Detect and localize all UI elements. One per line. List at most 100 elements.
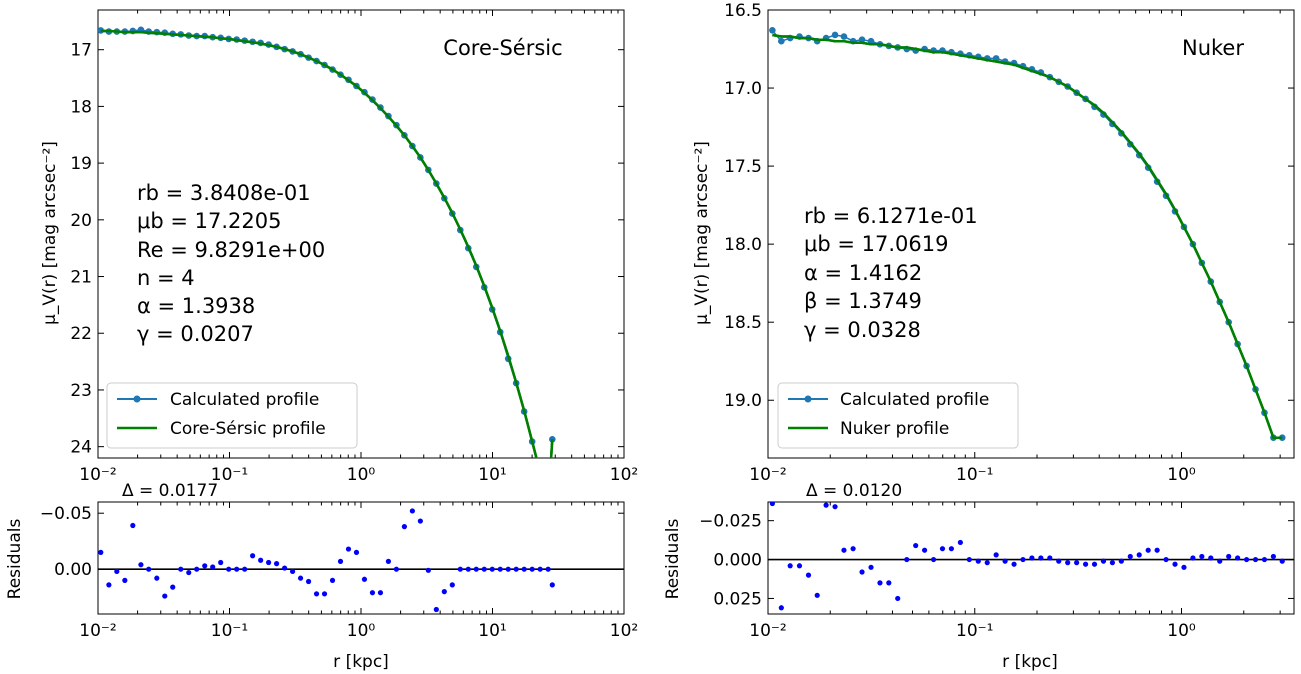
residual-point	[1136, 552, 1142, 558]
residual-point	[913, 542, 919, 549]
x-tick-label: 10⁰	[1167, 465, 1196, 485]
residual-point	[957, 539, 963, 546]
residual-point	[297, 575, 304, 581]
y-tick-label: 18.5	[724, 313, 762, 333]
residual-point	[868, 564, 874, 570]
residual-point	[258, 557, 264, 563]
residual-point	[814, 592, 820, 598]
y-axis-label: μ_V(r) [mag arcsec⁻²]	[692, 141, 712, 325]
x-tick-label: 10⁰	[347, 621, 376, 641]
residual-point	[939, 546, 946, 552]
residual-point	[273, 561, 280, 567]
legend-label-fit: Core-Sérsic profile	[170, 419, 326, 439]
residual-point	[1172, 561, 1178, 567]
residual-point	[1020, 556, 1026, 563]
residual-point	[1181, 564, 1187, 570]
x-tick-label: 10⁻²	[749, 465, 786, 485]
residual-point	[1002, 558, 1008, 564]
residual-point	[1056, 558, 1062, 564]
residual-point	[930, 556, 937, 563]
residual-point	[202, 563, 208, 569]
y-tick-label: 20	[70, 211, 92, 231]
calculated-profile-point	[769, 26, 776, 34]
residual-point	[289, 568, 296, 575]
y-tick-label: 18.0	[724, 235, 762, 255]
residual-point	[393, 566, 400, 572]
residual-point	[545, 566, 551, 572]
residual-point	[948, 546, 955, 552]
residual-point	[1235, 555, 1241, 561]
annotation-n: n = 4	[137, 266, 195, 290]
nuker-main-panel: Nuker μ_V(r) [mag arcsec⁻²] rb = 6.1271e…	[692, 1, 1295, 485]
residual-point	[305, 578, 312, 585]
residual-point	[975, 558, 981, 564]
legend-label-calc: Calculated profile	[170, 390, 319, 410]
legend-label-fit: Nuker profile	[840, 419, 949, 439]
legend: Calculated profile Core-Sérsic profile	[106, 382, 358, 449]
residual-point	[537, 566, 543, 572]
residual-point	[859, 569, 865, 575]
residual-point	[265, 559, 272, 566]
panel-title: Nuker	[1182, 36, 1244, 60]
residual-point	[497, 566, 503, 572]
residual-point	[1208, 555, 1214, 561]
y-tick-label: 23	[70, 381, 92, 401]
residual-point	[1047, 555, 1053, 561]
residual-point	[505, 566, 511, 572]
legend: Calculated profile Nuker profile	[777, 382, 1019, 449]
x-tick-label: 10⁻²	[79, 465, 116, 485]
y-axis-label: μ_V(r) [mag arcsec⁻²]	[40, 141, 60, 325]
residual-point	[130, 522, 136, 529]
annotation-block: rb = 6.1271e-01 μb = 17.0619 α = 1.4162 …	[804, 204, 978, 342]
residual-point	[513, 566, 519, 572]
residual-point	[549, 582, 555, 588]
residual-point	[473, 566, 479, 572]
annotation-rb: rb = 6.1271e-01	[804, 204, 978, 228]
residual-delta: Δ = 0.0177	[122, 481, 218, 501]
x-tick-label: 10⁻²	[79, 621, 116, 641]
y-tick-label: 19	[70, 154, 92, 174]
legend-marker-calc	[804, 395, 812, 403]
y-tick-label: 18	[70, 97, 92, 117]
residual-point	[425, 567, 431, 573]
residual-point	[1011, 561, 1017, 567]
residual-point	[966, 556, 972, 563]
calculated-profile-point	[778, 37, 785, 45]
residual-point	[1109, 560, 1116, 566]
residual-point	[409, 508, 415, 514]
core-sersic-residual-panel: Δ = 0.0177 Residuals r [kpc] 10⁻² 10⁻¹ 10⁰…	[5, 481, 638, 672]
x-tick-label: 10⁻¹	[211, 621, 248, 641]
residual-point	[321, 591, 328, 597]
y-axis-label: Residuals	[663, 519, 683, 600]
residual-point	[337, 558, 344, 564]
y-tick-label: −0.025	[699, 512, 762, 532]
residual-point	[1270, 553, 1277, 560]
residual-point	[796, 563, 803, 569]
residual-point	[1252, 556, 1259, 563]
plot-frame	[767, 501, 1295, 615]
residual-point	[886, 580, 892, 586]
residual-point	[250, 553, 256, 559]
x-tick-label: 10²	[610, 621, 638, 641]
residual-point	[921, 547, 928, 553]
plot-area	[98, 26, 556, 458]
residual-point	[1118, 558, 1124, 564]
y-tick-label: 0.00	[54, 560, 92, 580]
plot-area	[768, 502, 1294, 611]
x-tick-label: 10⁻¹	[956, 621, 993, 641]
residual-point	[313, 591, 320, 597]
residual-point	[769, 502, 775, 507]
residual-point	[1199, 553, 1205, 560]
y-tick-label: 19.0	[724, 391, 762, 411]
plot-area	[98, 508, 624, 613]
residual-point	[98, 549, 104, 556]
residual-point	[1226, 553, 1232, 560]
residual-point	[138, 562, 144, 568]
residual-point	[529, 566, 535, 572]
residual-point	[154, 575, 160, 581]
residual-point	[904, 556, 910, 563]
residual-point	[353, 549, 360, 556]
residual-point	[329, 577, 336, 584]
residual-point	[210, 564, 216, 570]
